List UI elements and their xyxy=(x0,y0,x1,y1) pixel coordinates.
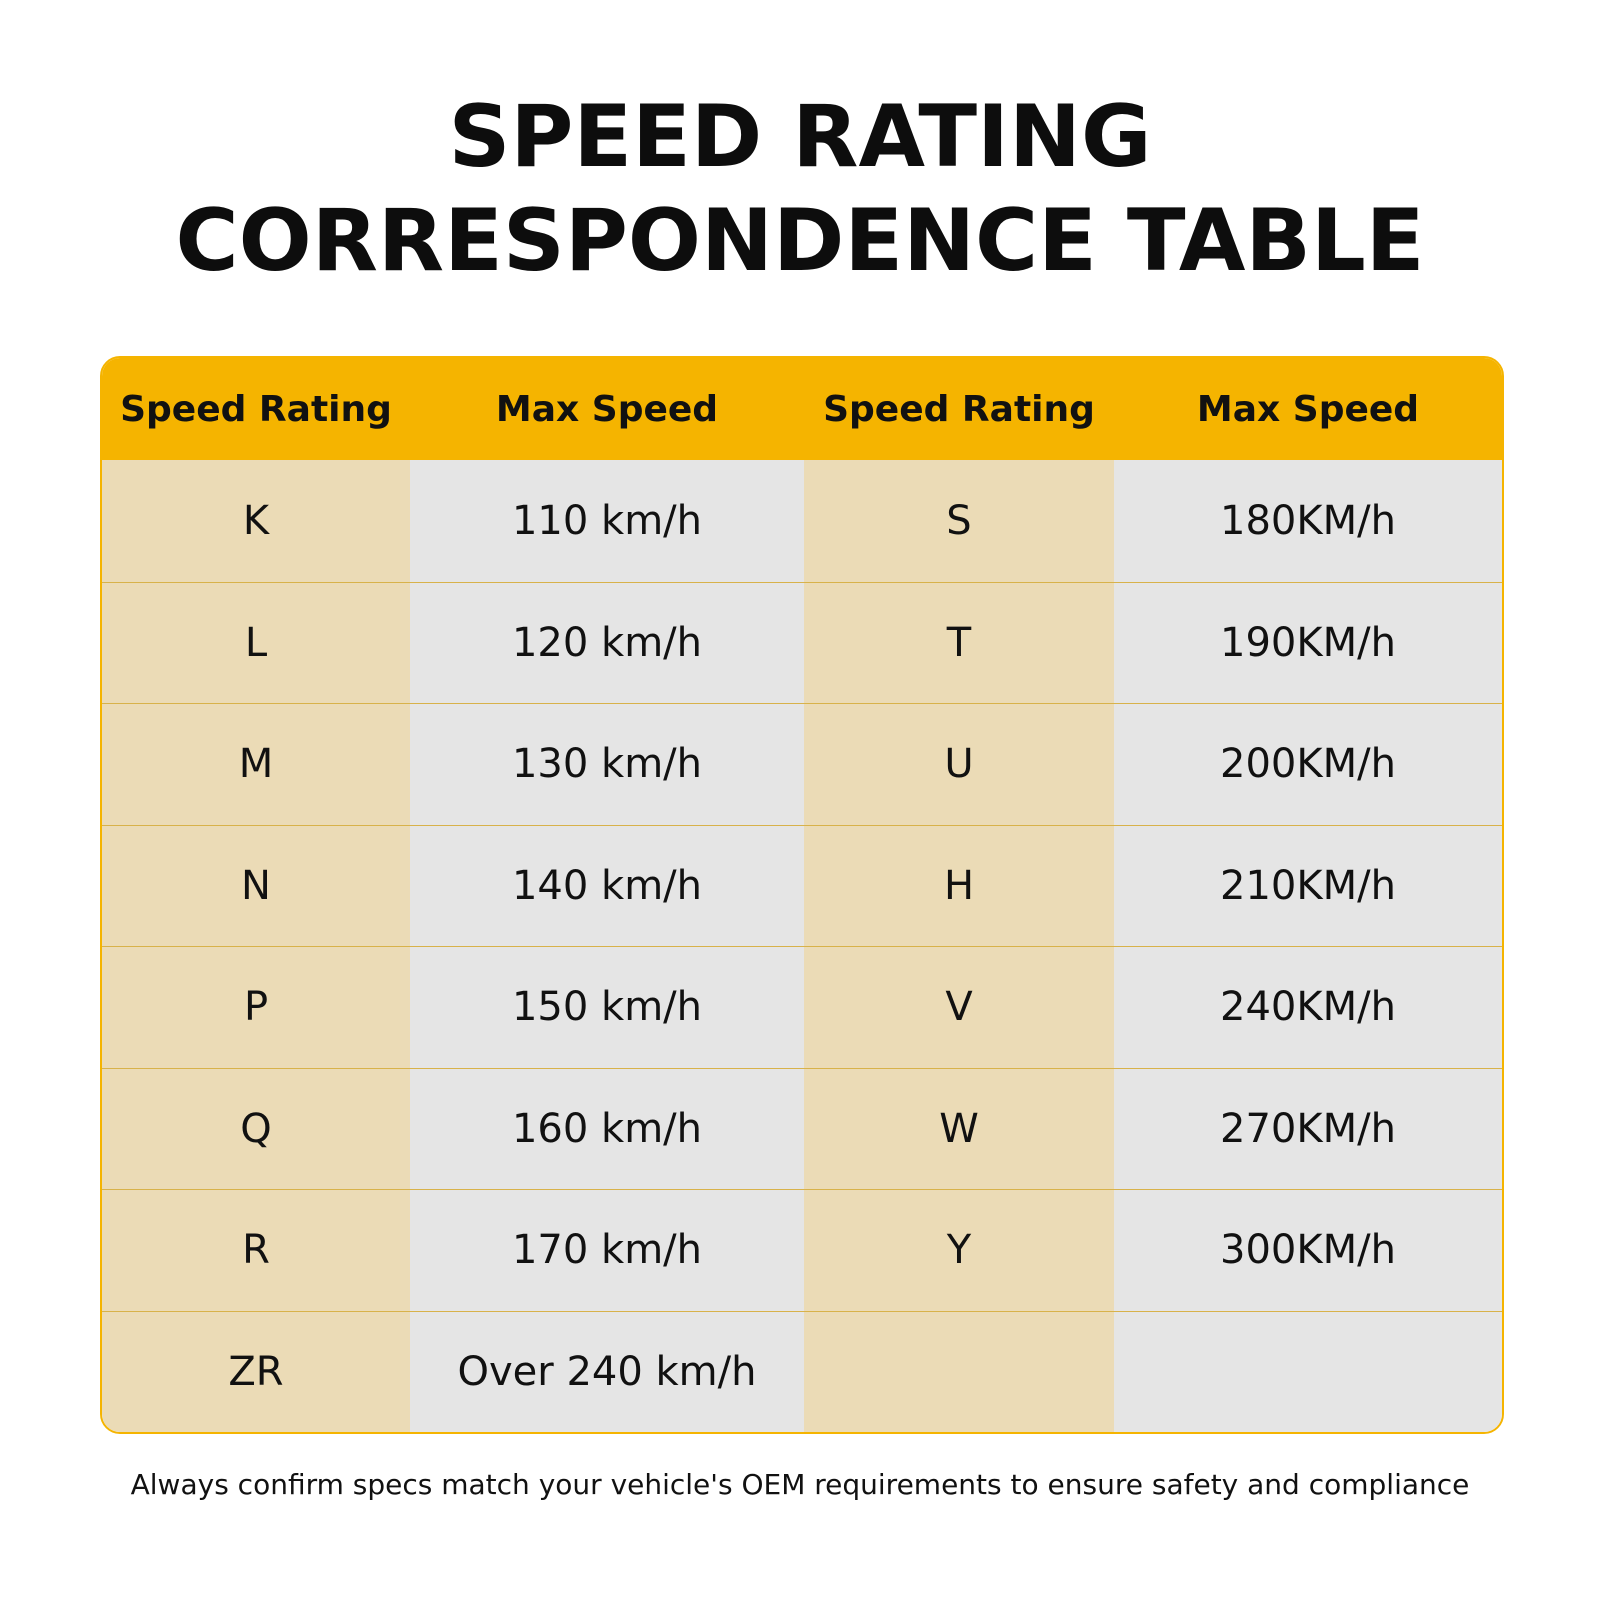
table-row: Q 160 km/h W 270KM/h xyxy=(102,1067,1502,1189)
header-max-speed-2: Max Speed xyxy=(1196,388,1420,430)
speed-cell: 150 km/h xyxy=(410,947,804,1068)
rating-cell xyxy=(804,1311,1114,1432)
speed-cell: Over 240 km/h xyxy=(410,1311,804,1432)
speed-cell: 180KM/h xyxy=(1114,460,1502,582)
title-line-1: SPEED RATING xyxy=(448,87,1152,187)
rating-cell: N xyxy=(102,825,410,946)
speed-cell: 110 km/h xyxy=(410,460,804,582)
table-row: P 150 km/h V 240KM/h xyxy=(102,946,1502,1068)
page-title: SPEED RATING CORRESPONDENCE TABLE xyxy=(0,85,1600,293)
table-row: N 140 km/h H 210KM/h xyxy=(102,824,1502,946)
rating-cell: ZR xyxy=(102,1311,410,1432)
rating-cell: K xyxy=(102,460,410,582)
table-row: K 110 km/h S 180KM/h xyxy=(102,460,1502,582)
table-row: M 130 km/h U 200KM/h xyxy=(102,703,1502,825)
rating-cell: U xyxy=(804,704,1114,825)
speed-cell: 240KM/h xyxy=(1114,947,1502,1068)
speed-cell: 170 km/h xyxy=(410,1190,804,1311)
table-header-row: Speed Rating Max Speed Speed Rating Max … xyxy=(102,358,1502,460)
speed-cell: 140 km/h xyxy=(410,825,804,946)
table-body: K 110 km/h S 180KM/h L 120 km/h T 190KM/… xyxy=(102,460,1502,1432)
header-speed-rating-1: Speed Rating xyxy=(120,388,392,430)
rating-cell: L xyxy=(102,582,410,703)
rating-cell: V xyxy=(804,947,1114,1068)
footnote: Always confirm specs match your vehicle'… xyxy=(130,1468,1470,1501)
rating-cell: W xyxy=(804,1068,1114,1189)
speed-cell: 120 km/h xyxy=(410,582,804,703)
rating-cell: R xyxy=(102,1190,410,1311)
speed-rating-table: Speed Rating Max Speed Speed Rating Max … xyxy=(100,356,1504,1434)
rating-cell: M xyxy=(102,704,410,825)
rating-cell: Q xyxy=(102,1068,410,1189)
header-max-speed-1: Max Speed xyxy=(495,388,719,430)
table-row: ZR Over 240 km/h xyxy=(102,1310,1502,1432)
speed-cell: 270KM/h xyxy=(1114,1068,1502,1189)
speed-cell: 300KM/h xyxy=(1114,1190,1502,1311)
speed-cell: 190KM/h xyxy=(1114,582,1502,703)
rating-cell: H xyxy=(804,825,1114,946)
speed-cell: 130 km/h xyxy=(410,704,804,825)
title-line-2: CORRESPONDENCE TABLE xyxy=(175,191,1425,291)
rating-cell: T xyxy=(804,582,1114,703)
speed-cell: 160 km/h xyxy=(410,1068,804,1189)
table-row: R 170 km/h Y 300KM/h xyxy=(102,1189,1502,1311)
speed-cell xyxy=(1114,1311,1502,1432)
speed-cell: 200KM/h xyxy=(1114,704,1502,825)
table-row: L 120 km/h T 190KM/h xyxy=(102,581,1502,703)
rating-cell: S xyxy=(804,460,1114,582)
rating-cell: Y xyxy=(804,1190,1114,1311)
rating-cell: P xyxy=(102,947,410,1068)
speed-cell: 210KM/h xyxy=(1114,825,1502,946)
header-speed-rating-2: Speed Rating xyxy=(823,388,1095,430)
